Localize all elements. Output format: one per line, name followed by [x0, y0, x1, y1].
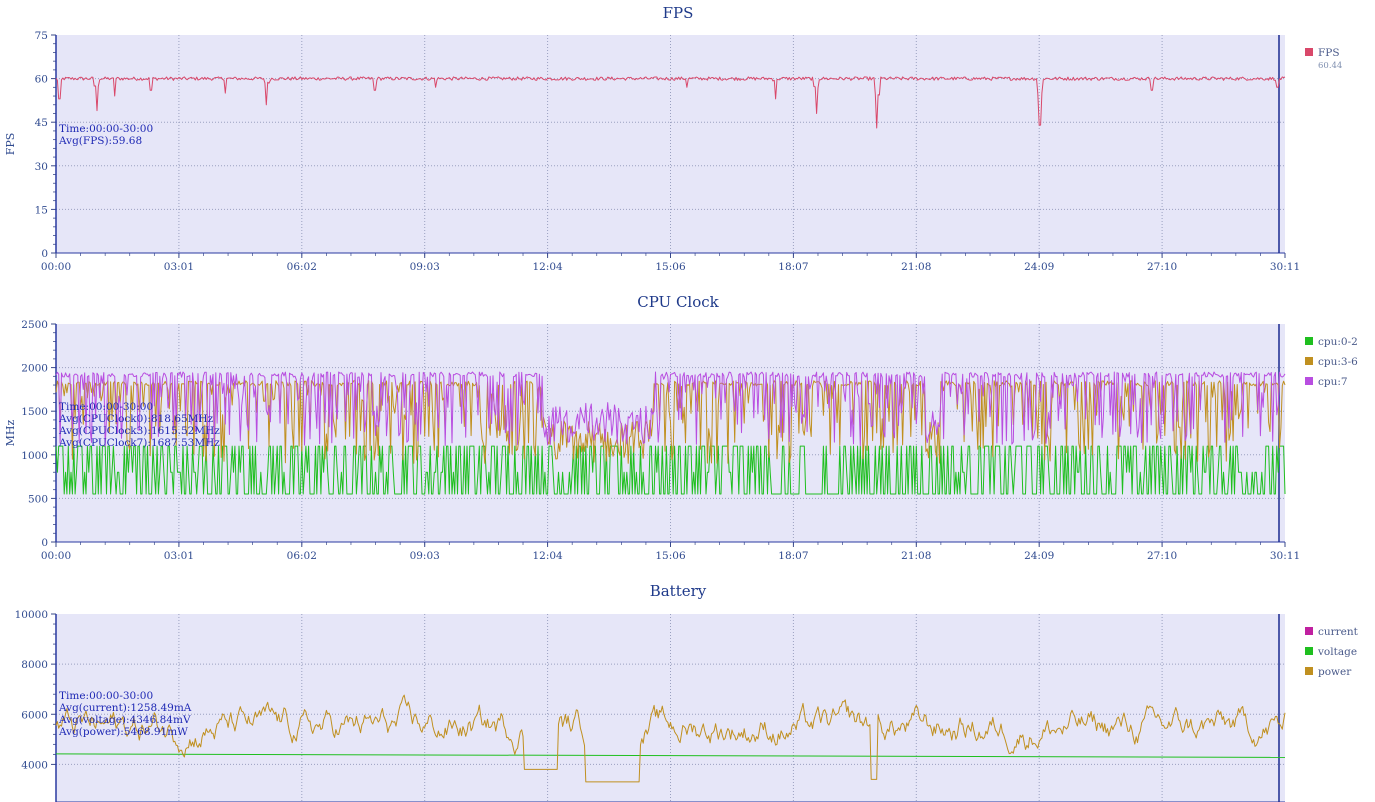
- chart-panel-2: Battery 4000 6000 8000 10000 Time:00:00-30:00…: [15, 582, 1359, 802]
- annotation-text: Avg(FPS):59.68: [58, 135, 142, 147]
- chart-panel-1: CPU Clock 0 500 1000 1500 2000 2500 00:00 03:01 0…: [4, 293, 1358, 562]
- annotation-text: Time:00:00-30:00: [59, 690, 153, 702]
- x-tick-label: 09:03: [410, 261, 440, 273]
- legend-label: power: [1318, 666, 1352, 678]
- annotation-text: Avg(power):5468.91mW: [58, 726, 188, 738]
- x-tick-label: 24:09: [1024, 261, 1054, 273]
- x-tick-label: 00:00: [41, 261, 71, 273]
- annotation-text: Avg(voltage):4346.84mV: [58, 714, 191, 726]
- legend-swatch: [1305, 667, 1313, 675]
- x-tick-label: 03:01: [164, 550, 194, 562]
- legend-swatch: [1305, 357, 1313, 365]
- x-tick-label: 27:10: [1147, 550, 1177, 562]
- legend-label: current: [1318, 626, 1359, 638]
- x-tick-label: 12:04: [532, 550, 563, 562]
- series-line-cpu-7: [55, 371, 1286, 447]
- legend-value: 60.44: [1318, 61, 1342, 71]
- y-tick-label: 1500: [21, 406, 48, 418]
- chart-title: Battery: [650, 582, 707, 600]
- x-tick-label: 15:06: [655, 261, 686, 273]
- x-tick-label: 30:11: [1270, 550, 1300, 562]
- y-axis-label: FPS: [4, 133, 17, 156]
- chart-panel-0: FPS 0 15 30 45 60 75 00:00 03:01 06:02 09:03 12:04 1…: [4, 4, 1342, 273]
- y-tick-label: 4000: [21, 759, 48, 771]
- x-tick-label: 15:06: [655, 550, 686, 562]
- y-tick-label: 15: [35, 204, 48, 216]
- legend-label: cpu:3-6: [1318, 356, 1358, 368]
- x-tick-label: 03:01: [164, 261, 194, 273]
- legend-label: voltage: [1317, 646, 1357, 658]
- x-tick-label: 21:08: [901, 261, 931, 273]
- y-tick-label: 75: [35, 30, 48, 42]
- annotation-text: Avg(CPUClock0):818.65MHz: [58, 413, 214, 425]
- y-tick-label: 0: [41, 248, 48, 260]
- x-tick-label: 06:02: [287, 550, 317, 562]
- y-tick-label: 6000: [21, 709, 48, 721]
- legend-swatch: [1305, 48, 1313, 56]
- y-tick-label: 45: [35, 117, 48, 129]
- x-tick-label: 18:07: [778, 550, 808, 562]
- y-tick-label: 1000: [21, 450, 48, 462]
- chart-title: CPU Clock: [637, 293, 719, 311]
- y-tick-label: 60: [35, 74, 48, 86]
- annotation-text: Avg(current):1258.49mA: [58, 702, 192, 714]
- y-tick-label: 30: [35, 161, 48, 173]
- x-tick-label: 24:09: [1024, 550, 1054, 562]
- legend-swatch: [1305, 647, 1313, 655]
- chart-title: FPS: [663, 4, 694, 22]
- x-tick-label: 12:04: [532, 261, 563, 273]
- annotation-text: Avg(CPUClock3):1615.52MHz: [58, 425, 220, 437]
- x-tick-label: 27:10: [1147, 261, 1177, 273]
- series-line-cpu-3-6: [55, 380, 1286, 464]
- legend-label: FPS: [1318, 47, 1340, 59]
- legend-label: cpu:7: [1318, 376, 1348, 388]
- x-tick-label: 18:07: [778, 261, 808, 273]
- y-axis-label: MHz: [4, 419, 17, 446]
- annotation-text: Avg(CPUClock7):1687.53MHz: [58, 437, 220, 449]
- legend-swatch: [1305, 627, 1313, 635]
- series-line-power: [55, 694, 1286, 783]
- x-tick-label: 06:02: [287, 261, 317, 273]
- annotation-text: Time:00:00-30:00: [59, 123, 153, 135]
- x-tick-label: 30:11: [1270, 261, 1300, 273]
- x-tick-label: 00:00: [41, 550, 71, 562]
- y-tick-label: 8000: [21, 659, 48, 671]
- y-tick-label: 10000: [15, 609, 48, 621]
- legend-swatch: [1305, 337, 1313, 345]
- y-tick-label: 2000: [21, 363, 48, 375]
- x-tick-label: 09:03: [410, 550, 440, 562]
- y-tick-label: 0: [41, 537, 48, 549]
- y-tick-label: 500: [28, 493, 48, 505]
- series-line-voltage: [55, 753, 1286, 758]
- legend-label: cpu:0-2: [1318, 336, 1358, 348]
- y-tick-label: 2500: [21, 319, 48, 331]
- annotation-text: Time:00:00-30:00: [59, 401, 153, 413]
- series-line-FPS: [55, 76, 1286, 129]
- x-tick-label: 21:08: [901, 550, 931, 562]
- legend-swatch: [1305, 377, 1313, 385]
